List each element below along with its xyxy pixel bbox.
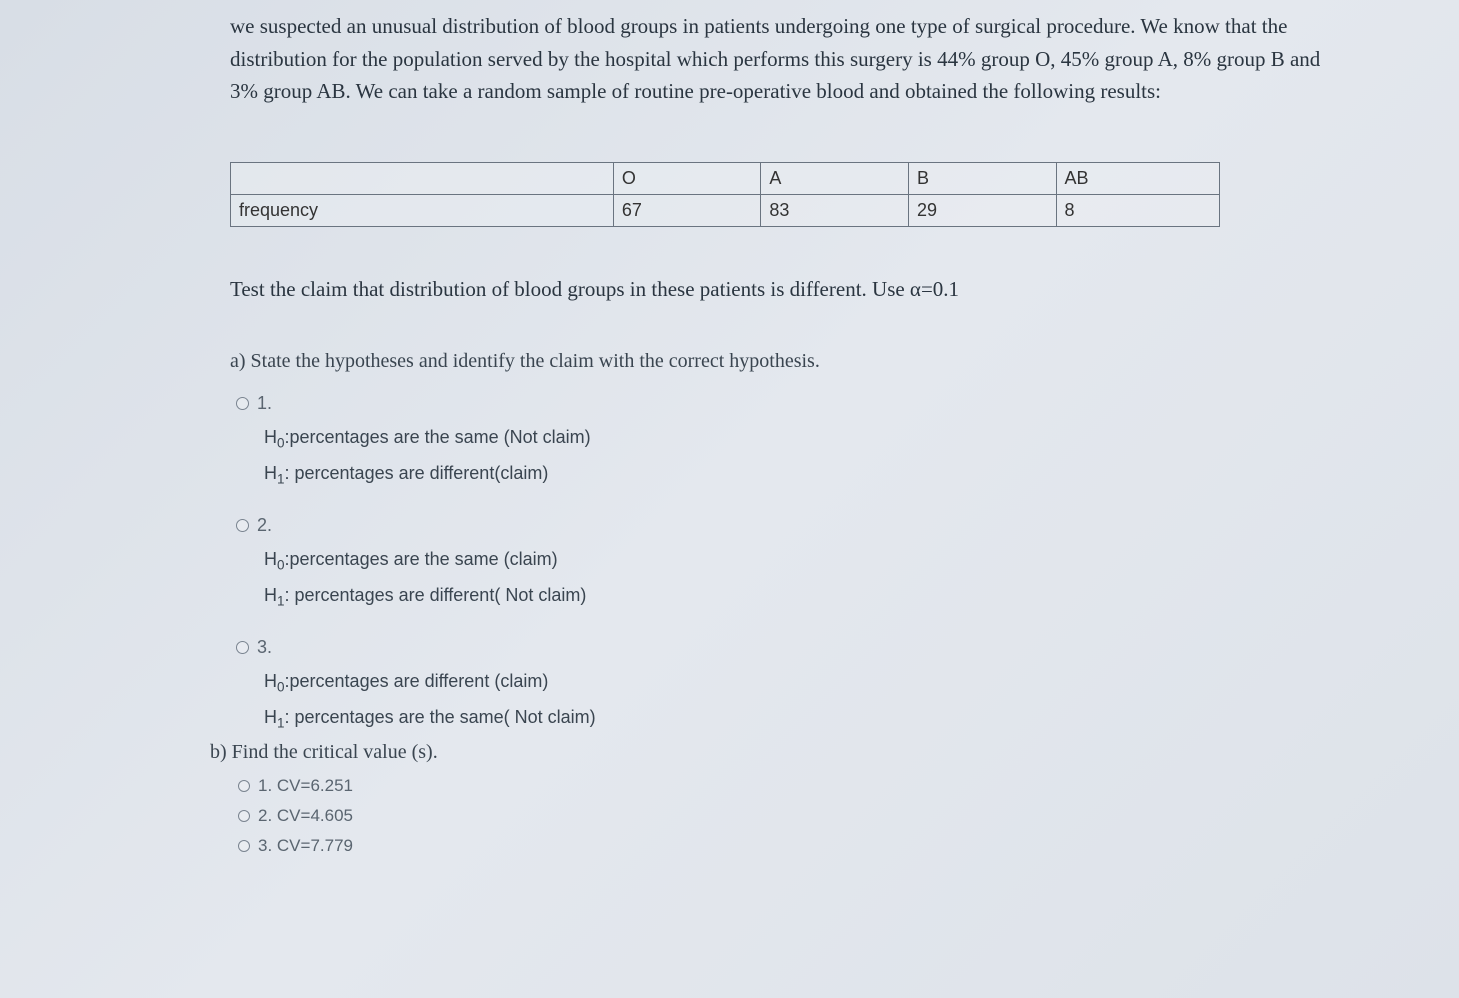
table-cell: 8 (1056, 194, 1220, 226)
part-a-options: 1. H0:percentages are the same (Not clai… (230, 393, 1419, 856)
h-sub: 1 (277, 594, 285, 609)
cv-option-3[interactable]: 3. CV=7.779 (238, 836, 1419, 856)
intro-paragraph: we suspected an unusual distribution of … (230, 10, 1419, 108)
h-prefix: H (264, 707, 277, 727)
col-header: B (908, 162, 1056, 194)
option-2[interactable]: 2. H0:percentages are the same (claim) H… (230, 515, 1419, 613)
h-sub: 0 (277, 679, 285, 694)
h-sub: 1 (277, 716, 285, 731)
table-cell: 29 (908, 194, 1056, 226)
h-sub: 0 (277, 557, 285, 572)
radio-icon[interactable] (238, 780, 250, 792)
option-head: 1. (236, 393, 1419, 414)
part-a-label: a) State the hypotheses and identify the… (230, 350, 1419, 373)
col-header: A (761, 162, 909, 194)
col-header: AB (1056, 162, 1220, 194)
h0-line: H0:percentages are the same (claim) (264, 546, 1419, 577)
h-prefix: H (264, 671, 277, 691)
option-3[interactable]: 3. H0:percentages are different (claim) … (230, 637, 1419, 856)
table-corner-cell (231, 162, 614, 194)
radio-icon[interactable] (238, 840, 250, 852)
h-sub: 1 (277, 472, 285, 487)
option-number: 1. (257, 393, 272, 413)
col-header: O (613, 162, 761, 194)
option-1[interactable]: 1. H0:percentages are the same (Not clai… (230, 393, 1419, 491)
h1-line: H1: percentages are the same( Not claim) (264, 704, 1419, 735)
table-cell: 83 (761, 194, 909, 226)
cv-text: 3. CV=7.779 (258, 836, 353, 855)
h0-line: H0:percentages are the same (Not claim) (264, 424, 1419, 455)
h-text: : percentages are the same( Not claim) (285, 707, 596, 727)
cv-option-1[interactable]: 1. CV=6.251 (238, 776, 1419, 796)
test-instruction: Test the claim that distribution of bloo… (230, 277, 1419, 302)
h-text: :percentages are the same (Not claim) (285, 427, 591, 447)
exam-page: we suspected an unusual distribution of … (0, 0, 1459, 998)
cv-text: 2. CV=4.605 (258, 806, 353, 825)
frequency-table: O A B AB frequency 67 83 29 8 (230, 162, 1220, 227)
h1-line: H1: percentages are different( Not claim… (264, 582, 1419, 613)
option-head: 2. (236, 515, 1419, 536)
radio-icon[interactable] (238, 810, 250, 822)
radio-icon[interactable] (236, 519, 249, 532)
h-sub: 0 (277, 435, 285, 450)
radio-icon[interactable] (236, 397, 249, 410)
h-prefix: H (264, 463, 277, 483)
radio-icon[interactable] (236, 641, 249, 654)
h0-line: H0:percentages are different (claim) (264, 668, 1419, 699)
h-text: :percentages are the same (claim) (285, 549, 558, 569)
option-number: 2. (257, 515, 272, 535)
h-text: : percentages are different(claim) (285, 463, 549, 483)
option-number: 3. (257, 637, 272, 657)
cv-option-2[interactable]: 2. CV=4.605 (238, 806, 1419, 826)
h-prefix: H (264, 585, 277, 605)
part-b-label: b) Find the critical value (s). (210, 741, 1419, 764)
h-prefix: H (264, 549, 277, 569)
table-cell: 67 (613, 194, 761, 226)
row-header: frequency (231, 194, 614, 226)
h-text: :percentages are different (claim) (285, 671, 549, 691)
table-row: frequency 67 83 29 8 (231, 194, 1220, 226)
cv-text: 1. CV=6.251 (258, 776, 353, 795)
h-text: : percentages are different( Not claim) (285, 585, 587, 605)
table-header-row: O A B AB (231, 162, 1220, 194)
h-prefix: H (264, 427, 277, 447)
h1-line: H1: percentages are different(claim) (264, 460, 1419, 491)
option-head: 3. (236, 637, 1419, 658)
